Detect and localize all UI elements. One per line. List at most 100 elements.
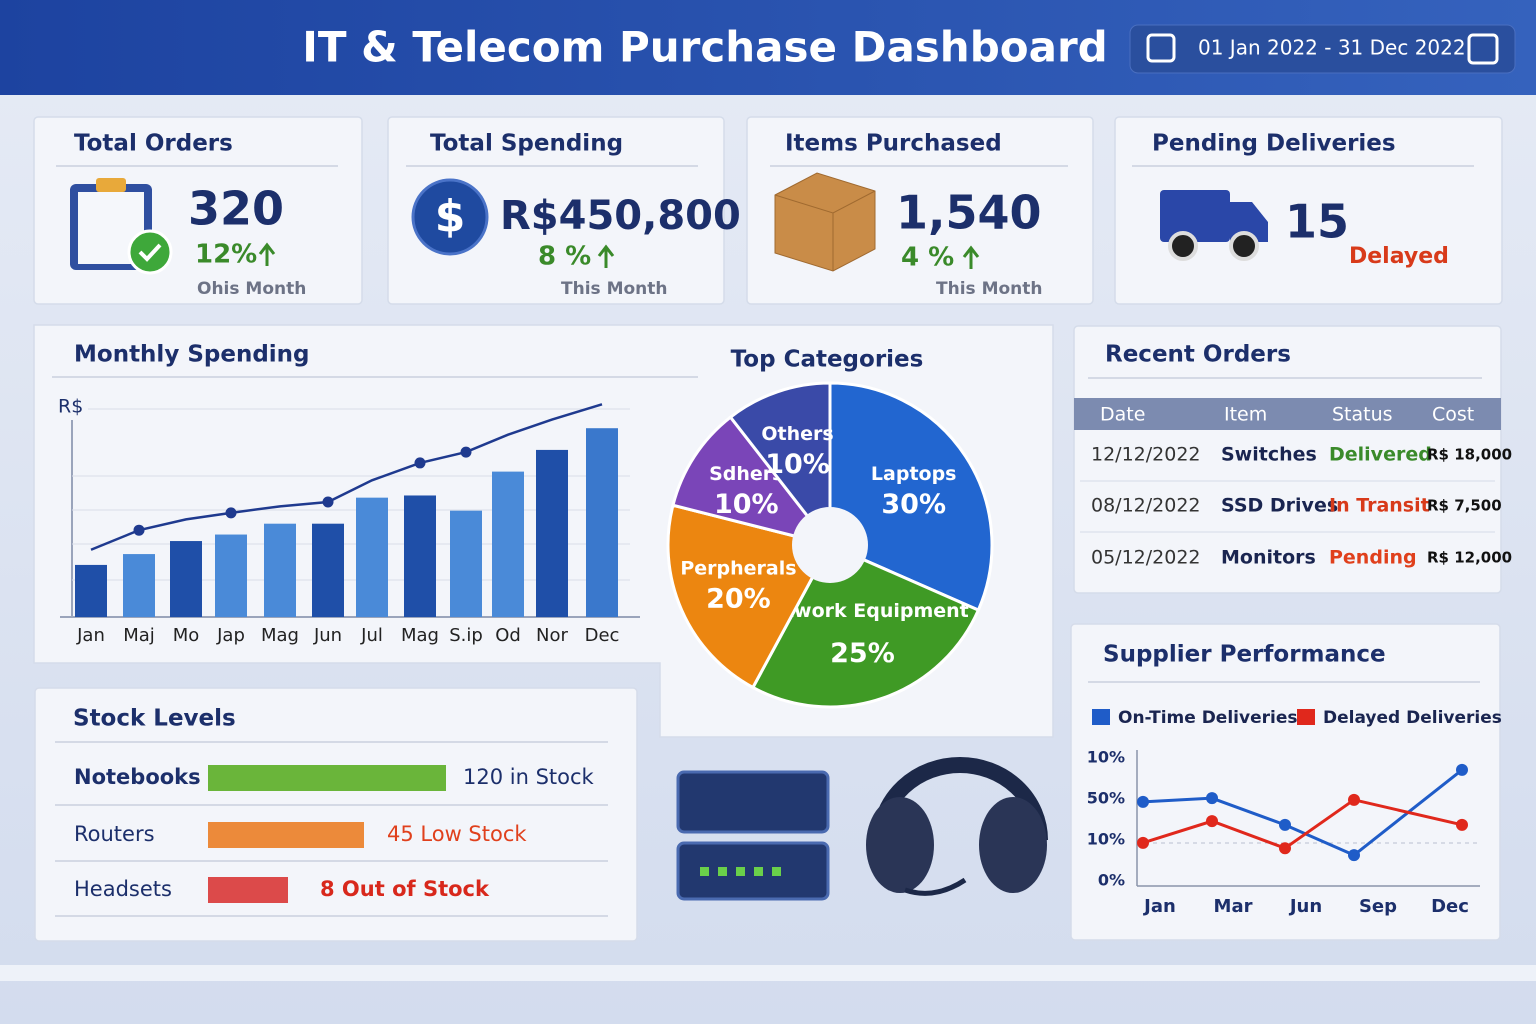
x-tick-label: Od <box>495 625 521 646</box>
point <box>1279 818 1291 831</box>
table-cell: Switches <box>1221 444 1317 466</box>
check-icon <box>138 243 162 262</box>
kpi-title: Total Spending <box>430 131 623 157</box>
card-title: Stock Levels <box>73 706 236 732</box>
stock-status: 45 Low Stock <box>387 822 527 846</box>
column-header: Date <box>1100 404 1145 426</box>
kpi-note: Delayed <box>1349 244 1449 269</box>
stock-bar <box>208 765 446 791</box>
legend-swatch <box>1092 709 1110 725</box>
router-image <box>676 770 830 834</box>
kpi-change: 4 % <box>901 243 954 273</box>
stock-status: 8 Out of Stock <box>320 877 490 901</box>
slice-value: 25% <box>830 638 895 669</box>
legend-label: Delayed Deliveries <box>1323 708 1502 728</box>
card-title: Recent Orders <box>1105 342 1291 368</box>
truck-icon <box>1229 231 1259 261</box>
x-tick-label: Sep <box>1359 896 1397 917</box>
kpi-value: 320 <box>188 182 284 236</box>
x-tick-label: Dec <box>1431 896 1469 917</box>
bar <box>536 449 568 617</box>
line-marker <box>133 524 145 536</box>
slice-value: 10% <box>714 489 779 520</box>
calendar-icon <box>1467 33 1499 65</box>
table-cell: Delivered <box>1329 444 1432 466</box>
kpi-note: Ohis Month <box>197 279 306 299</box>
y-tick-label: 0% <box>1098 871 1125 890</box>
y-tick-label: 50% <box>1087 789 1125 808</box>
kpi-title: Items Purchased <box>785 131 1002 157</box>
box-icon <box>774 172 876 272</box>
pie-slice <box>828 381 994 613</box>
orders-table: Date Item Status Cost 12/12/2022 Switches Deli… <box>1080 404 1512 569</box>
point <box>1348 793 1360 806</box>
y-tick-label: 10% <box>1087 748 1125 767</box>
headset-image <box>904 877 967 896</box>
bar <box>123 554 155 617</box>
supplier-card <box>1070 623 1501 941</box>
stock-item: Routers <box>74 822 155 846</box>
kpi-title: Total Orders <box>74 131 233 157</box>
bar <box>215 534 247 617</box>
bar <box>586 428 618 617</box>
stock-item: Headsets <box>74 877 172 901</box>
column-header: Cost <box>1432 404 1474 426</box>
x-tick-label: Dec <box>585 625 620 646</box>
kpi-card <box>387 116 725 305</box>
slice-label: Perpherals <box>680 558 796 580</box>
x-tick-label: Mar <box>1214 896 1253 917</box>
point <box>1206 792 1218 805</box>
point <box>1206 815 1218 828</box>
kpi-value: 1,540 <box>896 186 1042 240</box>
axis-label: R$ <box>58 396 83 418</box>
chart-title: Monthly Spending <box>74 342 310 368</box>
truck-icon <box>1168 231 1198 261</box>
kpi-value: 15 <box>1285 195 1349 249</box>
slice-value: 20% <box>706 584 771 615</box>
table-cell: R$ 18,000 <box>1427 446 1512 464</box>
x-tick-label: S.ip <box>449 625 483 646</box>
x-tick-label: Nor <box>536 625 568 646</box>
table-cell: 05/12/2022 <box>1091 547 1201 569</box>
x-tick-label: Jun <box>1288 896 1322 917</box>
table-cell: 08/12/2022 <box>1091 495 1201 517</box>
pie-slice <box>728 381 832 550</box>
kpi-note: This Month <box>561 279 668 299</box>
kpi-title: Pending Deliveries <box>1152 131 1396 157</box>
date-box[interactable] <box>1129 24 1516 74</box>
table-cell: Monitors <box>1221 547 1316 569</box>
stock-card <box>34 687 638 942</box>
bar <box>492 471 524 617</box>
bar <box>450 510 482 617</box>
table-cell: In Transit <box>1329 495 1430 517</box>
slice-label: Others <box>761 423 833 445</box>
column-header: Status <box>1332 404 1393 426</box>
line-marker <box>225 507 237 519</box>
clipboard-icon <box>96 178 126 192</box>
point <box>1456 818 1468 831</box>
kpi-card <box>1114 116 1503 305</box>
stock-item: Notebooks <box>74 765 201 789</box>
stock-bar <box>208 877 288 903</box>
stock-bar <box>208 822 364 848</box>
stock-status: 120 in Stock <box>463 765 595 789</box>
x-tick-label: Maj <box>123 625 155 646</box>
slice-label: Laptops <box>871 463 957 485</box>
x-tick-label: Jan <box>76 625 105 646</box>
bar <box>170 541 202 617</box>
y-tick-label: 10% <box>1087 830 1125 849</box>
column-header: Item <box>1224 404 1267 426</box>
table-cell: SSD Drives <box>1221 495 1338 517</box>
up-arrow <box>962 245 980 269</box>
point <box>1456 763 1468 776</box>
up-arrow <box>258 242 276 266</box>
slice-label: Sdhers <box>709 463 783 485</box>
point <box>1137 836 1149 849</box>
x-tick-label: Mo <box>173 625 200 646</box>
pie-hole <box>792 507 868 583</box>
x-tick-label: Mag <box>261 625 299 646</box>
spending-line <box>90 403 603 551</box>
line-marker <box>322 496 334 508</box>
table-cell: R$ 12,000 <box>1427 549 1512 567</box>
